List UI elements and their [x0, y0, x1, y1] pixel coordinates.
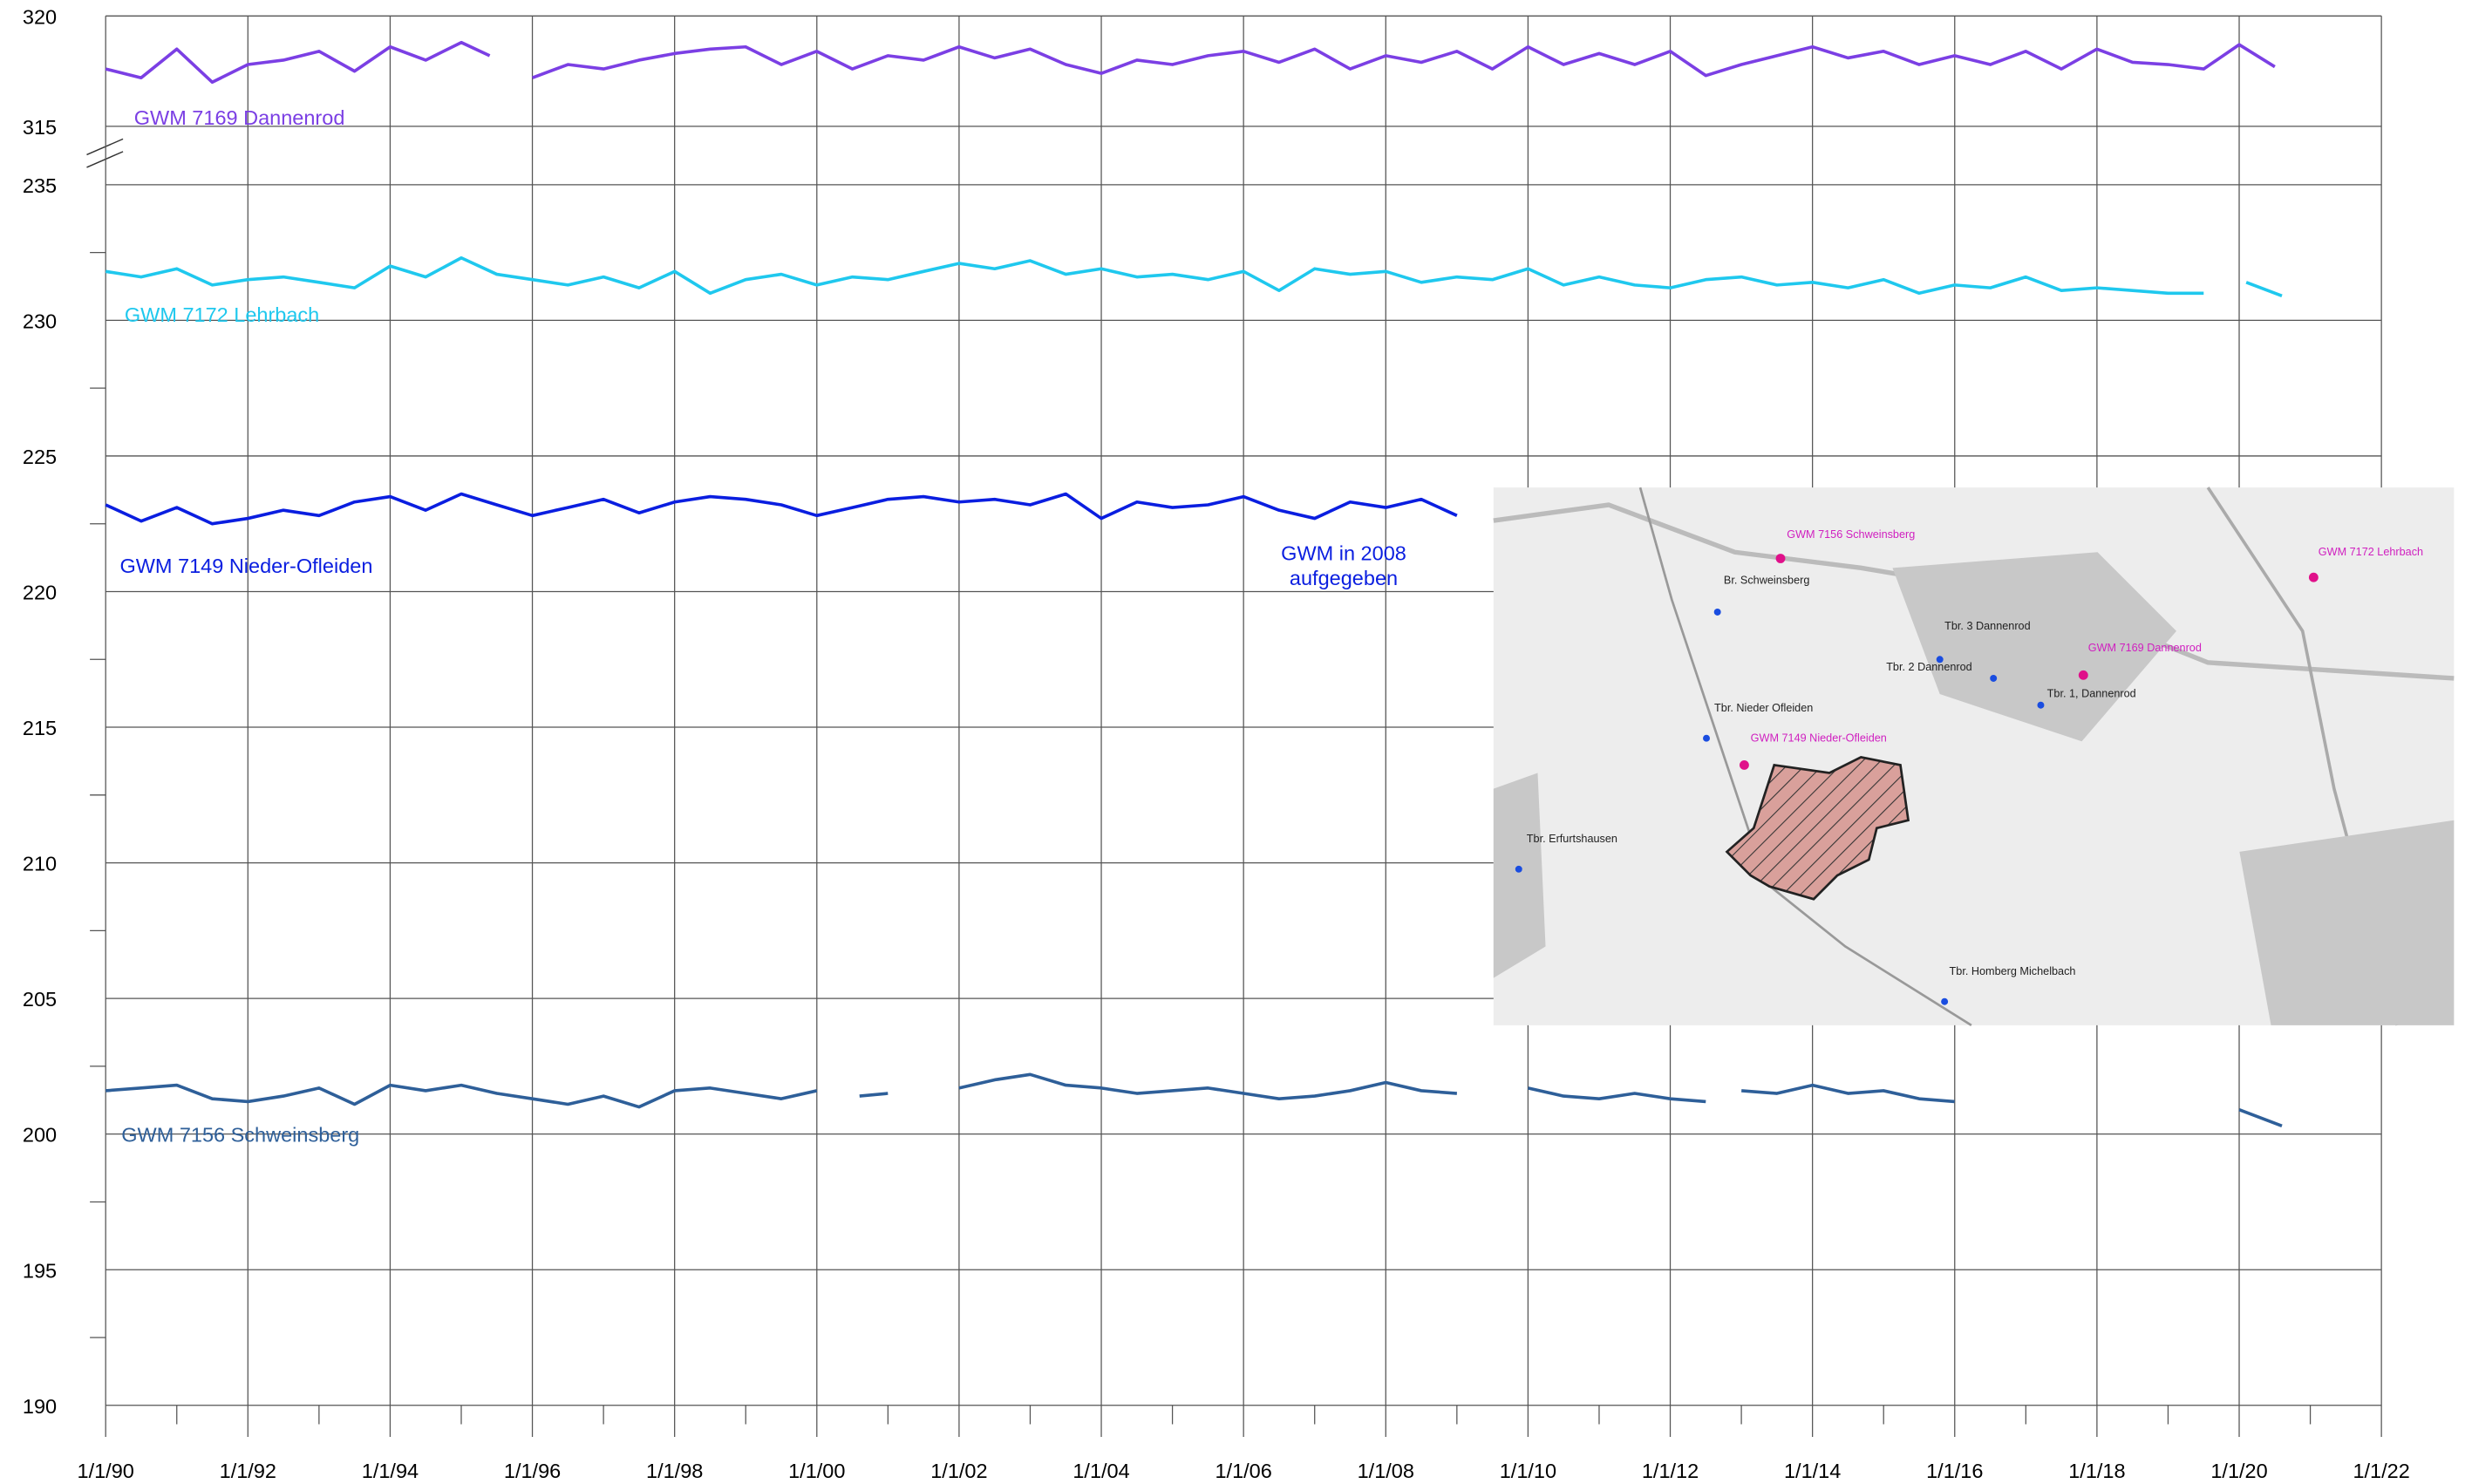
- map-point: [1714, 609, 1721, 616]
- y-tick-label: 210: [23, 853, 57, 875]
- series-label: GWM 7172 Lehrbach: [125, 303, 319, 326]
- map-inset: GWM 7156 Schweinsberg GWM 7172 Lehrbach Br…: [1494, 487, 2454, 1025]
- map-point: [1515, 866, 1522, 873]
- x-tick-label: 1/1/04: [1072, 1460, 1129, 1480]
- map-label: Tbr. 3 Dannenrod: [1944, 620, 2031, 632]
- x-tick-label: 1/1/00: [788, 1460, 845, 1480]
- y-tick-label: 235: [23, 174, 57, 197]
- map-point: [2309, 573, 2319, 582]
- series-label: GWM 7149 Nieder-Ofleiden: [119, 555, 372, 577]
- series-line: [106, 1074, 2282, 1126]
- x-tick-label: 1/1/90: [78, 1460, 134, 1480]
- x-tick-label: 1/1/94: [362, 1460, 419, 1480]
- x-tick-label: 1/1/12: [1642, 1460, 1699, 1480]
- series-label: GWM 7169 Dannenrod: [134, 106, 345, 129]
- series-line: [106, 43, 2275, 83]
- series-label: GWM 7156 Schweinsberg: [121, 1124, 359, 1147]
- map-point: [1740, 760, 1749, 770]
- map-point: [1990, 675, 1997, 682]
- map-forest: [2239, 820, 2454, 1025]
- y-tick-label: 220: [23, 582, 57, 604]
- x-tick-label: 1/1/08: [1358, 1460, 1414, 1480]
- map-point: [2079, 671, 2088, 680]
- y2-tick-label: 315: [23, 116, 57, 139]
- annotation: GWM in 2008: [1281, 541, 1406, 564]
- map-forest: [1494, 773, 1546, 977]
- x-tick-label: 1/1/96: [504, 1460, 561, 1480]
- map-label: Br. Schweinsberg: [1724, 574, 1810, 586]
- map-label: Tbr. Erfurtshausen: [1527, 833, 1617, 845]
- map-point: [1776, 554, 1786, 563]
- y-tick-label: 205: [23, 988, 57, 1011]
- map-label: Tbr. Nieder Ofleiden: [1714, 702, 1813, 714]
- map-label: GWM 7169 Dannenrod: [2088, 642, 2202, 654]
- x-tick-label: 1/1/16: [1926, 1460, 1983, 1480]
- map-label: GWM 7172 Lehrbach: [2319, 546, 2423, 558]
- map-label: GWM 7156 Schweinsberg: [1787, 528, 1915, 541]
- y-tick-label: 200: [23, 1124, 57, 1147]
- map-label: Tbr. 1, Dannenrod: [2047, 688, 2136, 700]
- chart: GWM 7169 DannenrodGWM 7172 LehrbachGWM 7…: [0, 0, 2465, 1480]
- annotation: aufgegeben: [1290, 567, 1398, 589]
- x-tick-label: 1/1/22: [2353, 1460, 2409, 1480]
- y2-tick-label: 320: [23, 5, 57, 28]
- axis-break: [86, 152, 123, 167]
- map-point: [1703, 735, 1710, 742]
- map-label: GWM 7149 Nieder-Ofleiden: [1751, 732, 1887, 744]
- x-tick-label: 1/1/92: [220, 1460, 276, 1480]
- x-tick-label: 1/1/20: [2210, 1460, 2267, 1480]
- y-tick-label: 230: [23, 310, 57, 332]
- x-tick-label: 1/1/02: [930, 1460, 987, 1480]
- x-tick-label: 1/1/06: [1215, 1460, 1271, 1480]
- map-label: Tbr. 2 Dannenrod: [1886, 661, 1972, 673]
- map-label: Tbr. Homberg Michelbach: [1950, 965, 2076, 977]
- x-tick-label: 1/1/10: [1500, 1460, 1556, 1480]
- axis-break: [86, 139, 123, 154]
- y-tick-label: 215: [23, 717, 57, 739]
- y-tick-label: 190: [23, 1395, 57, 1418]
- y-tick-label: 225: [23, 446, 57, 468]
- map-point: [2037, 702, 2044, 709]
- x-tick-label: 1/1/18: [2068, 1460, 2125, 1480]
- series-line: [106, 258, 2282, 296]
- x-tick-label: 1/1/14: [1784, 1460, 1841, 1480]
- x-tick-label: 1/1/98: [646, 1460, 703, 1480]
- series-line: [106, 494, 1457, 524]
- y-tick-label: 195: [23, 1259, 57, 1282]
- map-point: [1941, 998, 1948, 1005]
